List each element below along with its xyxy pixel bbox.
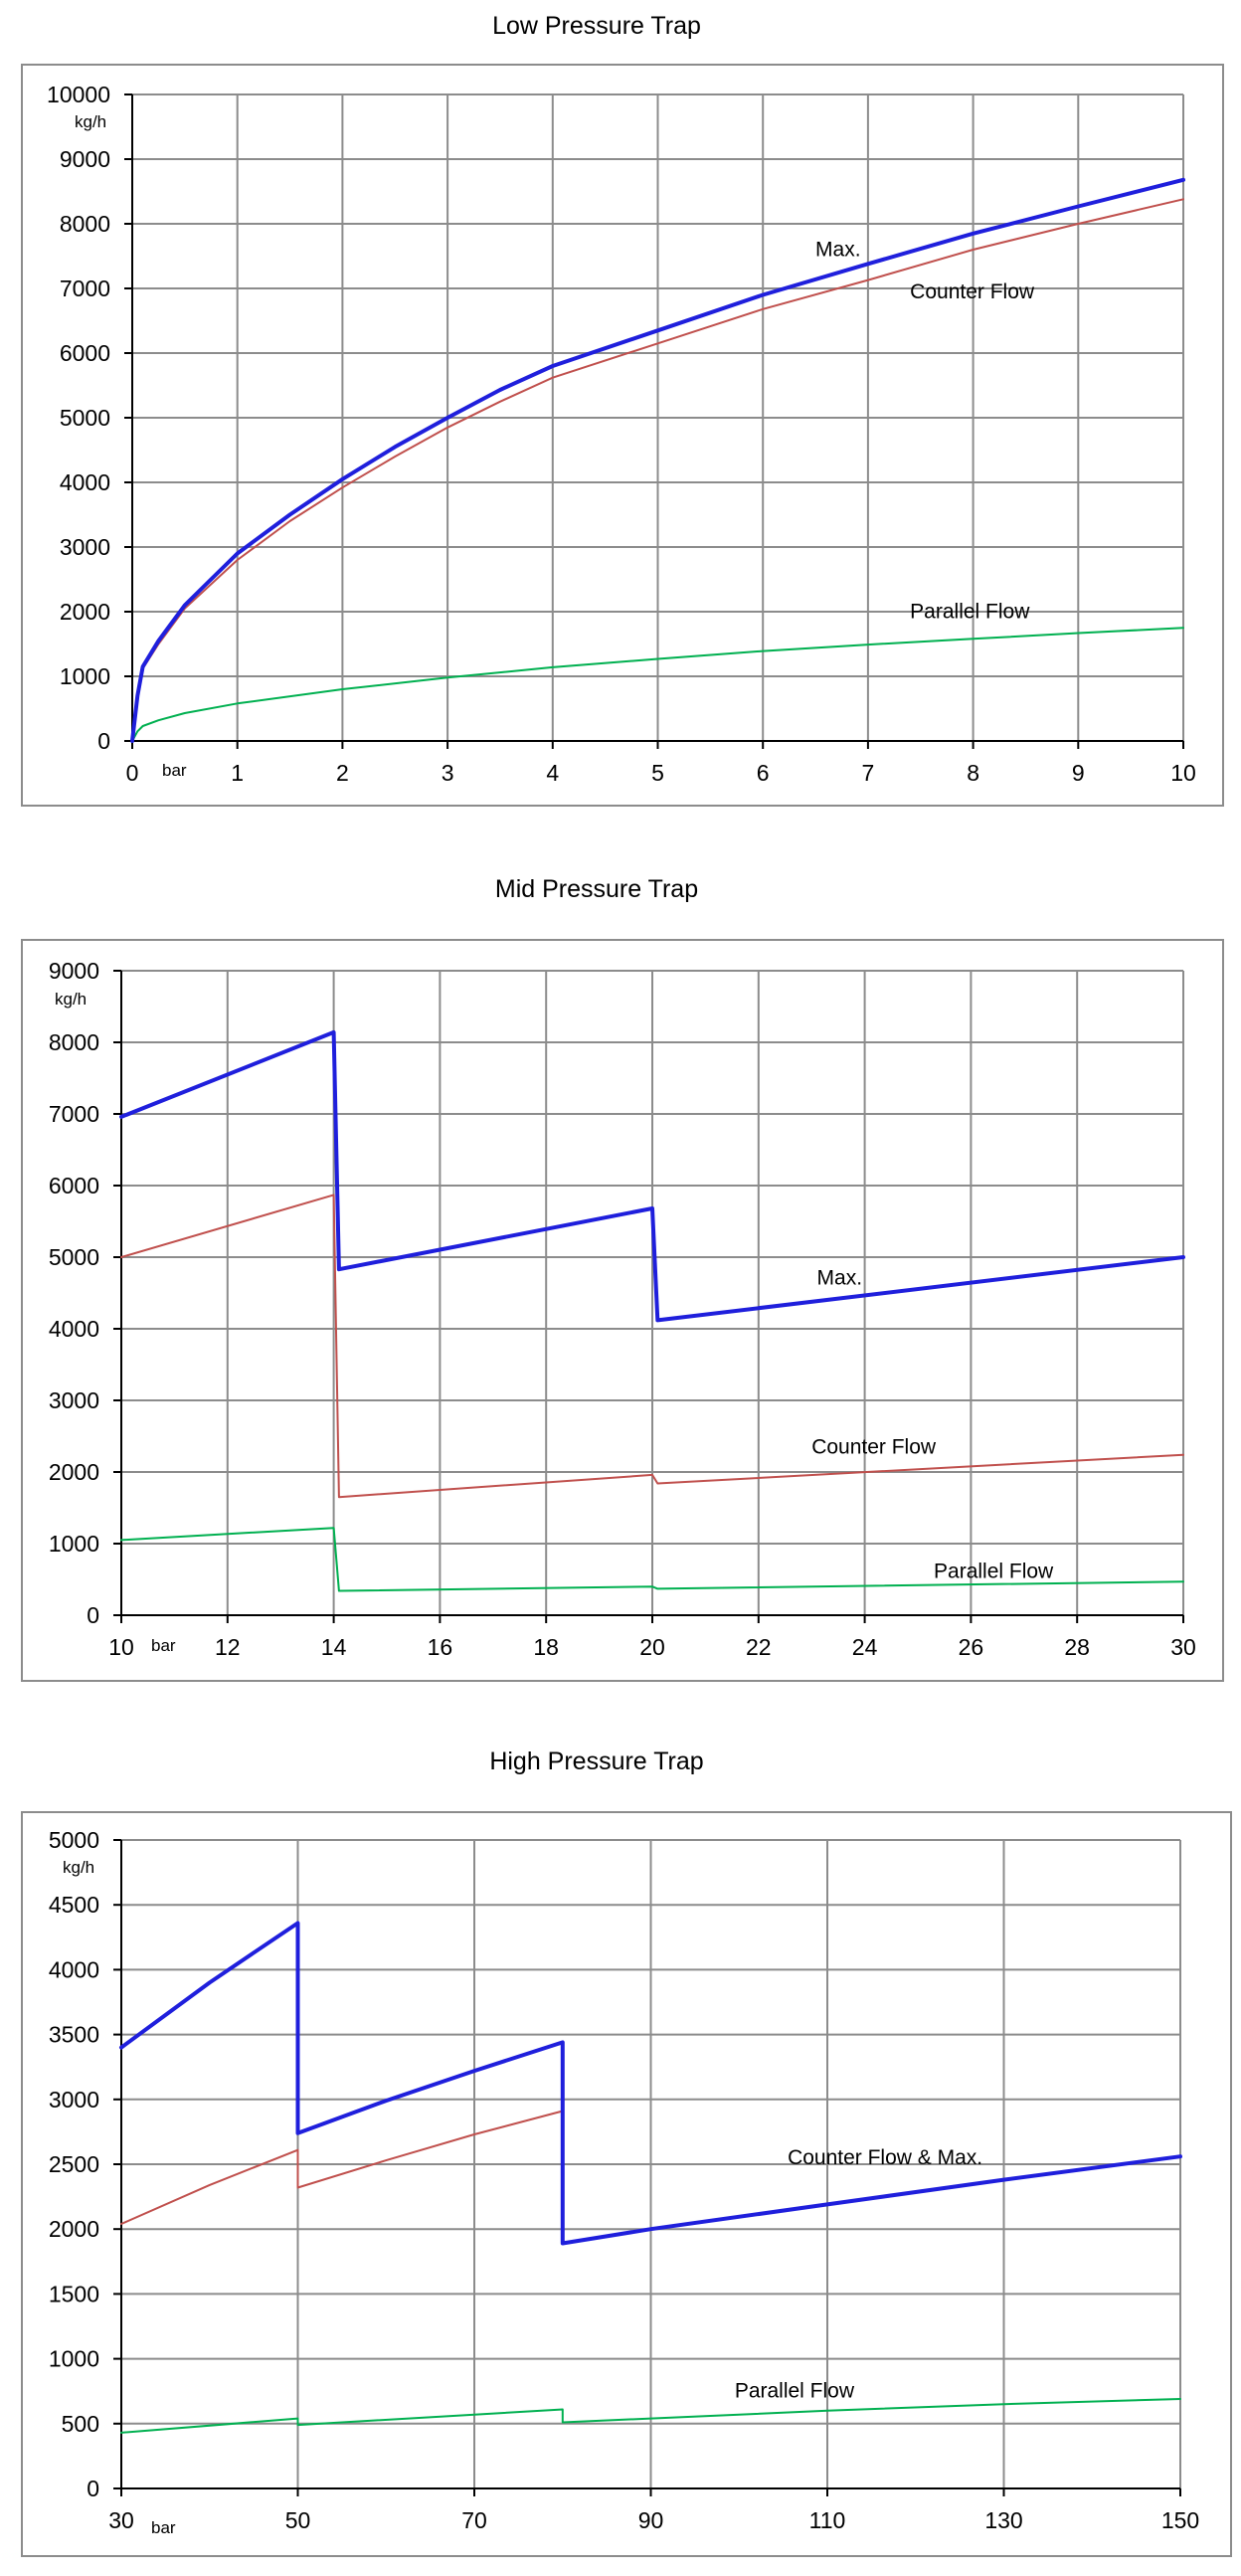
x-tick-label: 12	[215, 1634, 241, 1660]
annotation-counter-flow: Counter Flow	[910, 280, 1035, 303]
series-line-counter-flow	[120, 1194, 1184, 1499]
chart-svg-mid-pressure: 10 12 14 16 18 20 22 24 26 28 30 0 1000 2000 3000 4000 5…	[21, 939, 1224, 1682]
x-tick-label: 10	[1170, 760, 1196, 786]
y-tick-label: 0	[97, 728, 110, 754]
x-tick-label: 30	[1170, 1634, 1196, 1660]
chart-title: Mid Pressure Trap	[494, 875, 699, 903]
y-tick-label: 0	[87, 2476, 99, 2501]
x-tick-label: 10	[108, 1634, 134, 1660]
annotation-counter-flow: Counter Flow	[811, 1435, 937, 1458]
chart-title: Low Pressure Trap	[492, 12, 701, 40]
series-line-parallel-flow	[131, 627, 1184, 742]
y-tick-label: 1000	[60, 663, 110, 689]
x-tick-label: 130	[984, 2507, 1022, 2533]
annotation-counter-flow-max: Counter Flow & Max.	[788, 2146, 982, 2169]
x-axis-unit-label: bar	[151, 1636, 176, 1655]
y-axis-unit-label: kg/h	[75, 112, 106, 131]
y-tick-label: 8000	[60, 211, 110, 237]
y-axis-unit-label: kg/h	[55, 990, 87, 1009]
chart-frame	[21, 64, 1224, 807]
series-line-parallel-flow	[120, 2398, 1181, 2434]
series-line-max	[130, 177, 1185, 743]
x-tick-label: 8	[967, 760, 979, 786]
x-tick-label: 50	[285, 2507, 311, 2533]
series-line-counter-flow-max	[119, 1921, 1182, 2246]
y-tick-label: 500	[62, 2411, 99, 2437]
chart-title: High Pressure Trap	[489, 1748, 704, 1775]
chart-svg-low-pressure: 0 1 2 3 4 5 6 7 8 9 10 0 1000 2000 3000 4000 5000 6000 700…	[21, 64, 1224, 807]
x-tick-label: 14	[321, 1634, 347, 1660]
y-tick-label: 2000	[49, 1459, 99, 1485]
y-tick-label: 2000	[49, 2216, 99, 2242]
x-axis-unit-label: bar	[151, 2518, 176, 2537]
x-tick-label: 24	[852, 1634, 878, 1660]
y-tick-label: 4500	[49, 1892, 99, 1918]
annotation-max: Max.	[817, 1266, 863, 1289]
series-line-counter-flow	[120, 2110, 564, 2225]
x-tick-label: 6	[757, 760, 770, 786]
x-tick-label: 90	[638, 2507, 664, 2533]
x-tick-label: 20	[639, 1634, 665, 1660]
series-line-max	[119, 1029, 1185, 1323]
y-tick-label: 1000	[49, 1531, 99, 1557]
chart-frame	[21, 939, 1224, 1682]
y-tick-label: 7000	[60, 276, 110, 301]
y-tick-label: 9000	[60, 146, 110, 172]
y-tick-label: 2500	[49, 2151, 99, 2177]
y-tick-label: 3000	[60, 534, 110, 560]
x-tick-label: 9	[1072, 760, 1085, 786]
y-tick-label: 5000	[60, 405, 110, 431]
annotation-max: Max.	[815, 239, 861, 262]
y-tick-label: 5000	[49, 1827, 99, 1853]
chart-frame	[21, 1811, 1232, 2557]
x-tick-label: 150	[1161, 2507, 1199, 2533]
x-tick-label: 18	[533, 1634, 559, 1660]
x-tick-label: 28	[1064, 1634, 1090, 1660]
y-tick-label: 3500	[49, 2022, 99, 2048]
x-tick-label: 3	[442, 760, 454, 786]
y-tick-label: 7000	[49, 1101, 99, 1127]
y-tick-label: 8000	[49, 1029, 99, 1055]
y-tick-label: 10000	[47, 82, 110, 107]
annotation-parallel-flow: Parallel Flow	[735, 2380, 855, 2403]
series-line-parallel-flow	[120, 1527, 1184, 1592]
x-tick-label: 70	[461, 2507, 487, 2533]
x-tick-label: 110	[809, 2507, 846, 2533]
x-tick-label: 4	[546, 760, 559, 786]
y-tick-label: 3000	[49, 1387, 99, 1413]
y-tick-label: 6000	[49, 1173, 99, 1198]
y-tick-label: 4000	[60, 469, 110, 495]
x-tick-label: 26	[959, 1634, 984, 1660]
annotation-parallel-flow: Parallel Flow	[934, 1561, 1054, 1583]
x-tick-label: 16	[428, 1634, 453, 1660]
y-tick-label: 9000	[49, 958, 99, 984]
x-axis-unit-label: bar	[162, 761, 187, 780]
y-tick-label: 1000	[49, 2346, 99, 2372]
y-tick-label: 6000	[60, 340, 110, 366]
y-tick-label: 3000	[49, 2087, 99, 2113]
y-axis-unit-label: kg/h	[63, 1858, 94, 1877]
x-tick-label: 2	[336, 760, 349, 786]
x-tick-label: 22	[746, 1634, 772, 1660]
x-tick-label: 0	[126, 760, 139, 786]
y-tick-label: 5000	[49, 1244, 99, 1270]
annotation-parallel-flow: Parallel Flow	[910, 601, 1030, 624]
y-tick-label: 0	[87, 1602, 99, 1628]
x-tick-label: 7	[862, 760, 875, 786]
y-tick-label: 4000	[49, 1956, 99, 1982]
x-tick-label: 1	[231, 760, 244, 786]
x-tick-label: 30	[108, 2507, 134, 2533]
y-tick-label: 1500	[49, 2281, 99, 2306]
y-tick-label: 2000	[60, 599, 110, 625]
x-tick-label: 5	[651, 760, 664, 786]
y-tick-label: 4000	[49, 1316, 99, 1342]
